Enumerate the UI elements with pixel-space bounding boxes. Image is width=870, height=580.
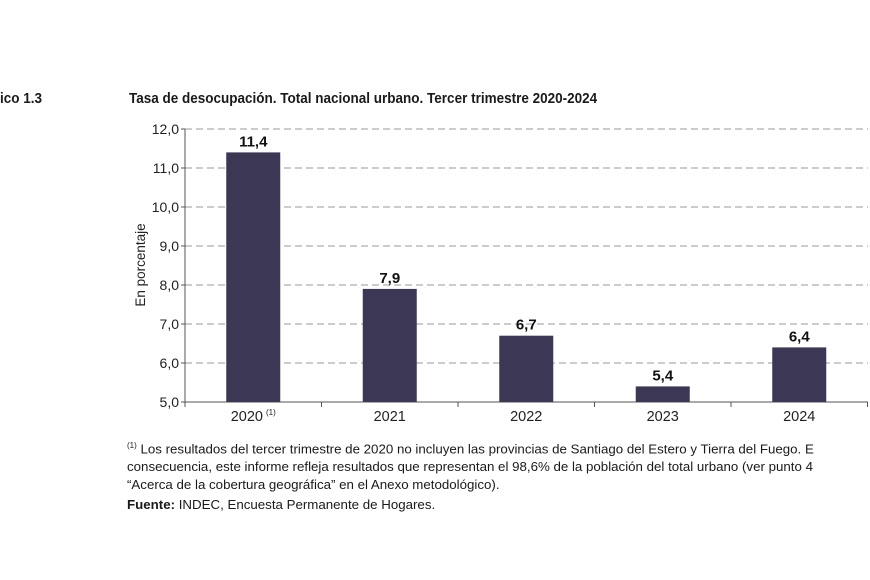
- y-tick-label: 5,0: [160, 394, 180, 410]
- x-tick-label: 2021: [374, 409, 406, 425]
- data-label: 6,4: [789, 328, 811, 345]
- bar-2023: [635, 386, 690, 402]
- source-label: Fuente:: [127, 497, 176, 512]
- y-tick-label: 6,0: [160, 355, 180, 371]
- x-tick-label: 2024: [783, 409, 815, 425]
- bar-2024: [772, 347, 827, 402]
- x-tick-label: 2022: [510, 409, 542, 425]
- x-tick-label: 2023: [647, 409, 679, 425]
- y-tick-label: 12,0: [152, 121, 179, 137]
- source-text: INDEC, Encuesta Permanente de Hogares.: [175, 497, 436, 512]
- bar-chart: 5,0 6,0 7,0 8,0 9,0 10,0 11,0 12,0 11,4 2020 (1) 7,…: [133, 121, 868, 425]
- data-label: 5,4: [652, 367, 674, 384]
- figure-label: ico 1.3: [0, 90, 43, 107]
- bar-2020: [226, 152, 281, 402]
- footnote-line: “Acerca de la cobertura geográfica” en e…: [127, 477, 500, 493]
- y-axis-label: En porcentaje: [133, 223, 148, 306]
- y-tick-label: 8,0: [160, 277, 180, 293]
- y-tick-label: 10,0: [152, 199, 179, 215]
- y-tick-label: 11,0: [153, 160, 179, 176]
- y-tick-label: 7,0: [160, 316, 180, 332]
- data-label: 7,9: [379, 270, 400, 287]
- footnote-line: Los resultados del tercer trimestre de 2…: [136, 441, 814, 457]
- data-label: 6,7: [516, 317, 537, 334]
- data-label: 11,4: [239, 133, 268, 150]
- y-tick-label: 9,0: [160, 238, 180, 254]
- bar-2022: [499, 335, 554, 402]
- footnote-line: consecuencia, este informe refleja resul…: [127, 459, 813, 475]
- bar-2021: [362, 288, 417, 402]
- footnote: (1) Los resultados del tercer trimestre …: [127, 437, 814, 494]
- footnote-marker: (1): [127, 441, 137, 450]
- source-note: Fuente: INDEC, Encuesta Permanente de Ho…: [127, 496, 435, 514]
- x-tick-superscript: (1): [266, 408, 276, 417]
- chart-title: Tasa de desocupación. Total nacional urb…: [129, 90, 598, 107]
- x-tick-label: 2020 (1): [231, 408, 276, 425]
